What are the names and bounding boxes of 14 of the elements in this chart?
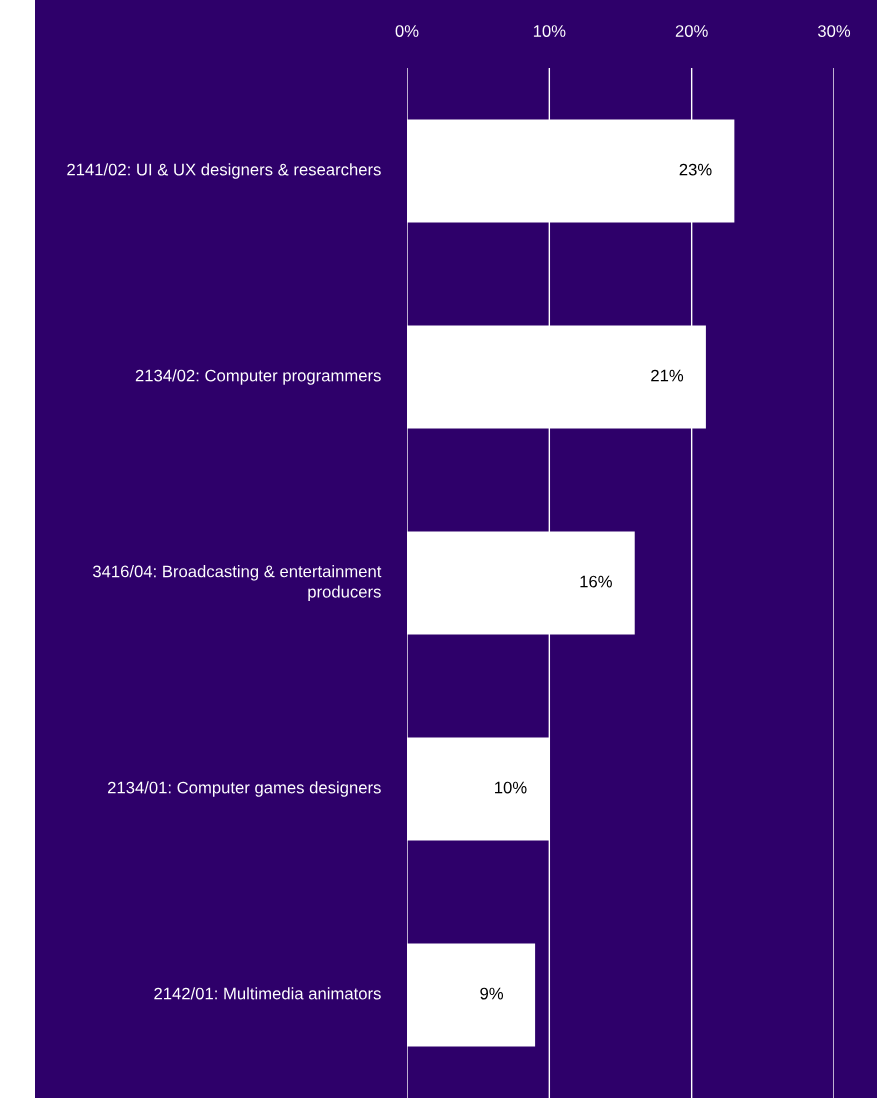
data-label: 21%: [651, 369, 684, 382]
y-tick-label: 3416/04: Broadcasting & entertainment producers: [92, 565, 382, 601]
x-tick-label: 10%: [533, 25, 566, 37]
x-tick-label: 0%: [395, 25, 419, 37]
data-label: 9%: [480, 987, 504, 1000]
data-label: 23%: [679, 163, 712, 176]
x-tick-label: 20%: [675, 25, 708, 37]
y-tick-label: 2134/01: Computer games designers: [108, 781, 381, 797]
y-tick-label: 2142/01: Multimedia animators: [154, 987, 381, 1000]
data-label: 16%: [580, 575, 612, 588]
y-tick-label: 2134/02: Computer programmers: [135, 369, 381, 385]
data-label: 10%: [495, 781, 527, 794]
x-tick-label: 30%: [817, 25, 851, 37]
y-tick-label: 2141/02: UI & UX designers & researchers: [67, 163, 381, 179]
